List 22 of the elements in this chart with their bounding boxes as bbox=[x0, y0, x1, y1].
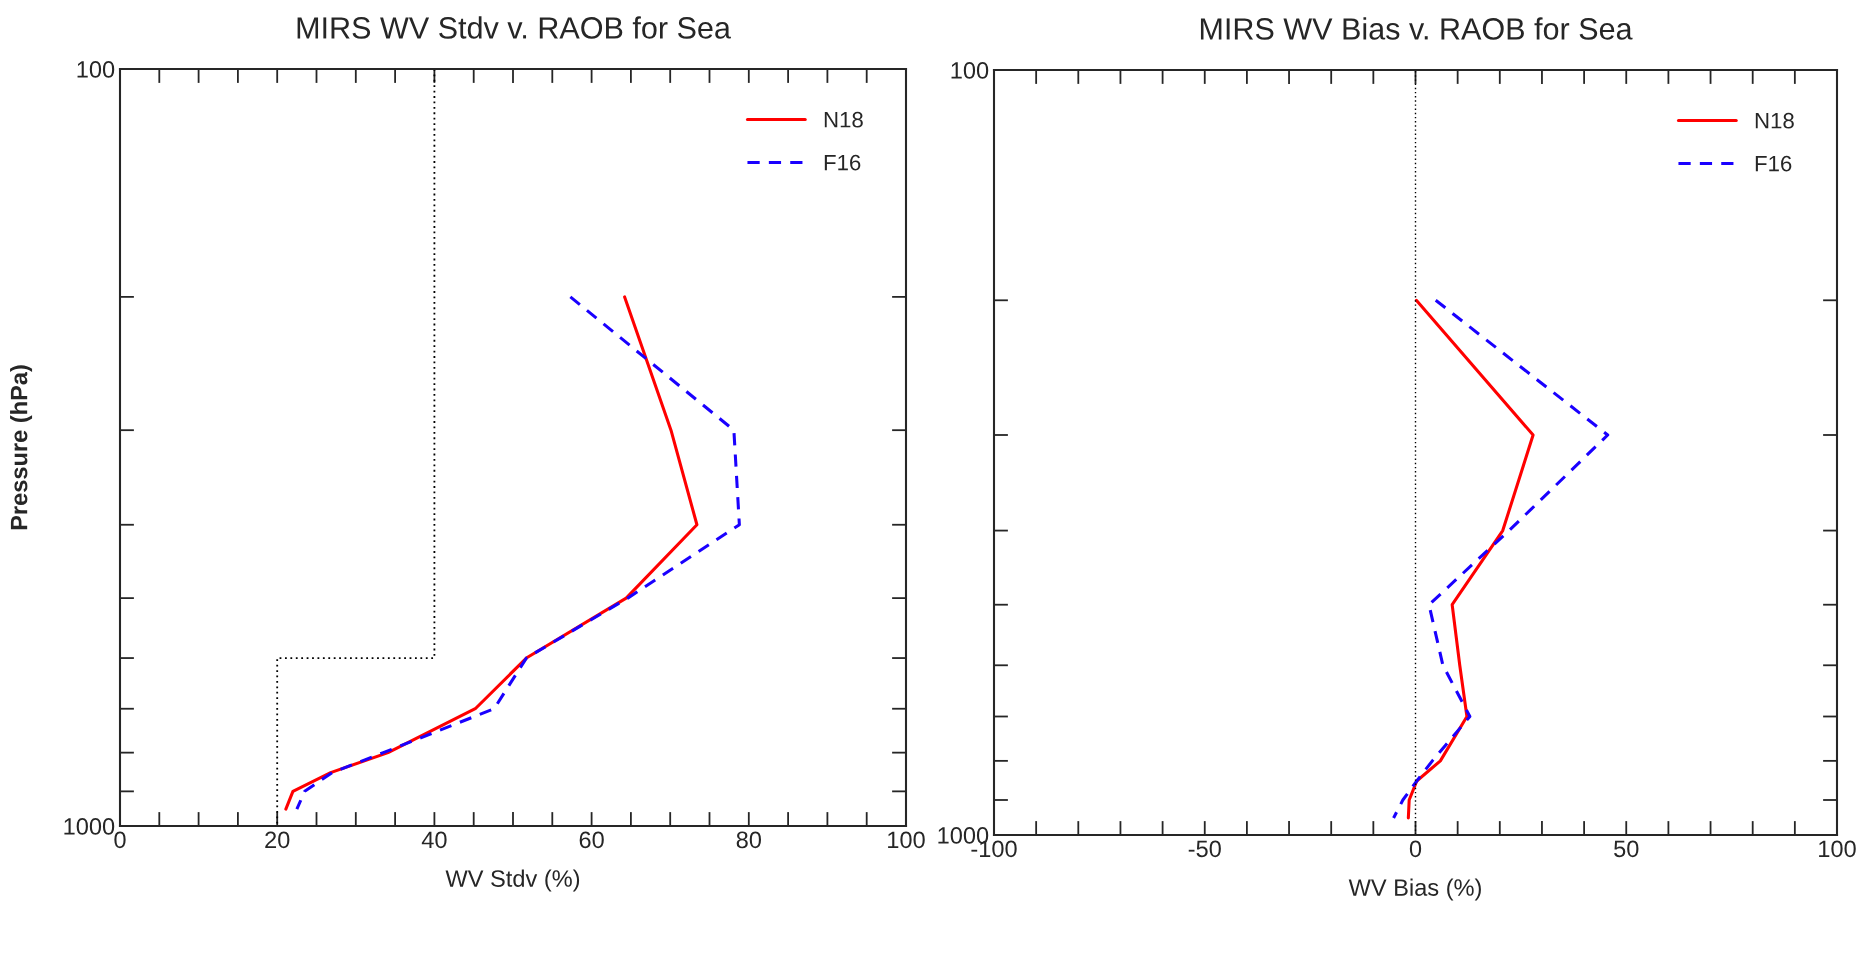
legend-label: N18 bbox=[1755, 112, 1794, 129]
line-series bbox=[1392, 298, 1610, 820]
x-tick-label: 100 bbox=[888, 831, 925, 849]
legend-label: F16 bbox=[824, 154, 861, 171]
x-axis-title: WV Stdv (%) bbox=[445, 869, 580, 892]
x-tick-label: 50 bbox=[1614, 840, 1639, 858]
chart-title: MIRS WV Stdv v. RAOB for Sea bbox=[297, 16, 731, 39]
y-tick-label: 1000 bbox=[64, 818, 115, 835]
x-tick-label: 40 bbox=[421, 831, 447, 849]
x-tick-label: 60 bbox=[579, 831, 604, 849]
legend-label: F16 bbox=[1755, 155, 1792, 172]
line-series bbox=[1406, 298, 1535, 820]
x-tick-label: 0 bbox=[114, 831, 126, 849]
legend-label: N18 bbox=[824, 111, 863, 128]
x-tick-label: -50 bbox=[1188, 840, 1221, 858]
x-tick-label: 0 bbox=[1409, 840, 1422, 858]
x-tick-label: 100 bbox=[1819, 840, 1856, 858]
x-axis-title: WV Bias (%) bbox=[1348, 878, 1481, 901]
chart-title: MIRS WV Bias v. RAOB for Sea bbox=[1200, 17, 1633, 40]
x-tick-label: 80 bbox=[736, 831, 762, 849]
y-axis-title: Pressure (hPa) bbox=[10, 365, 33, 530]
x-tick-label: 20 bbox=[265, 831, 290, 849]
